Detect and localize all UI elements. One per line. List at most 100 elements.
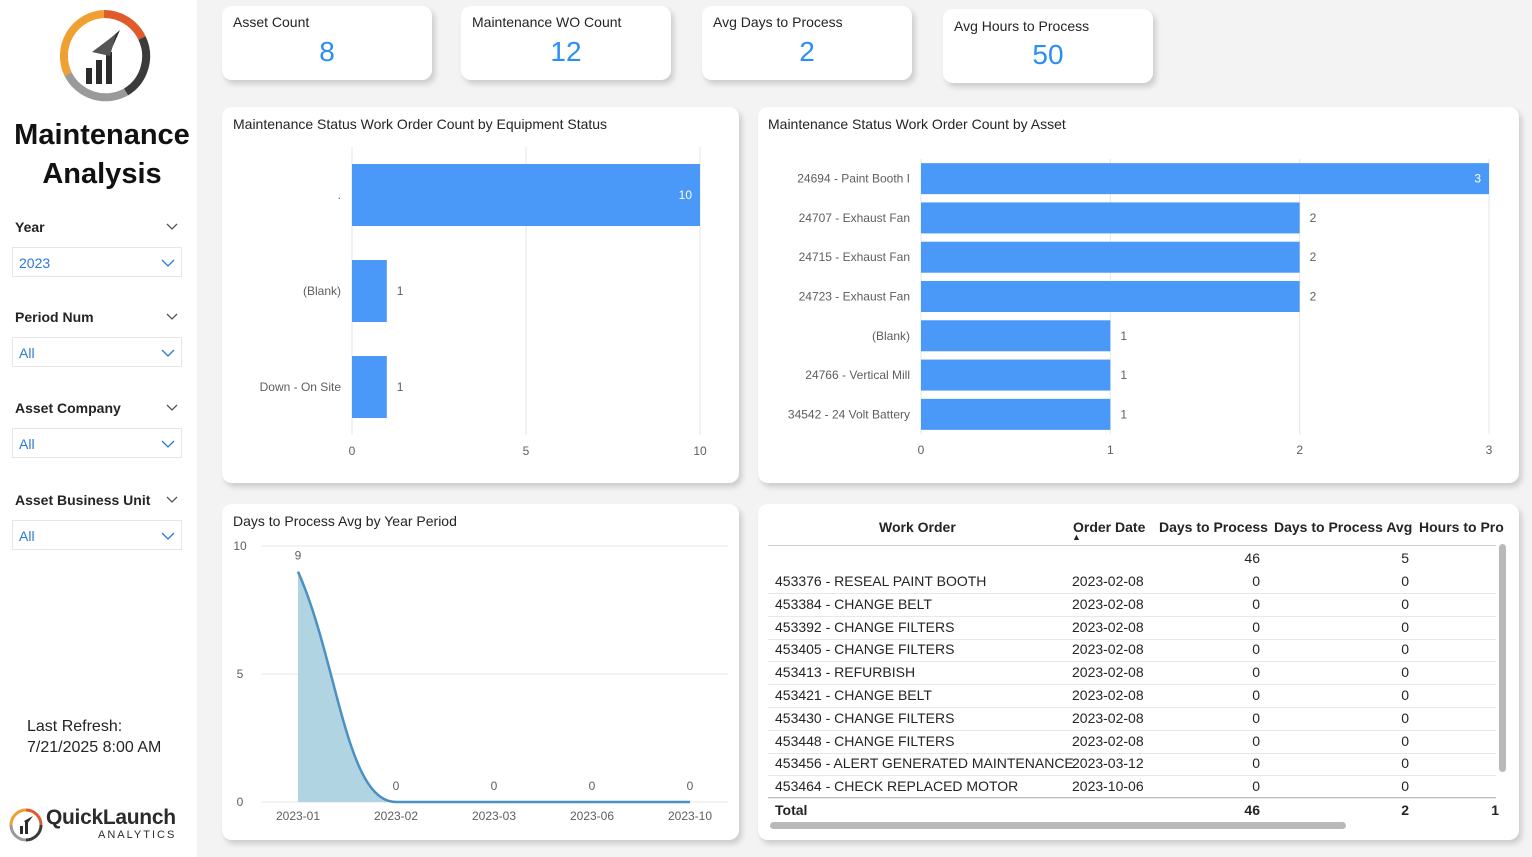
header-days-to-process[interactable]: Days to Process xyxy=(1159,519,1268,535)
table-row[interactable]: 453430 - CHANGE FILTERS 2023-02-08 0 0 xyxy=(758,709,1519,731)
chart-title: Maintenance Status Work Order Count by E… xyxy=(233,116,608,132)
cell-order-date: 2023-02-08 xyxy=(1072,595,1144,612)
filter-period-value: All xyxy=(19,345,35,361)
row-divider xyxy=(768,661,1496,663)
chart-equipment-status-plot: 0 5 10. 10 (Blank) 1 Down - On Site 1 xyxy=(260,147,707,458)
filter-asset-business-unit-label: Asset Business Unit xyxy=(15,492,151,508)
cell-work-order: 453376 - RESEAL PAINT BOOTH xyxy=(775,573,987,589)
kpi-avg-hours: Avg Hours to Process 50 xyxy=(943,9,1153,83)
x-tick-label: 3 xyxy=(1486,443,1493,457)
cell-work-order: 453430 - CHANGE FILTERS xyxy=(775,709,955,726)
cell-days-avg: 0 xyxy=(1401,732,1409,749)
header-hours-to-process[interactable]: Hours to Pro xyxy=(1419,519,1504,535)
chart-title: Days to Process Avg by Year Period xyxy=(233,513,457,529)
kpi-label: Avg Days to Process xyxy=(713,14,843,30)
total-hours: 1 xyxy=(1491,802,1499,818)
chevron-down-icon xyxy=(161,532,175,540)
cell-work-order: 453384 - CHANGE BELT xyxy=(775,595,932,612)
category-label: 24723 - Exhaust Fan xyxy=(799,290,910,304)
cell-days: 0 xyxy=(1252,664,1260,681)
x-tick-label: 2023-03 xyxy=(472,809,516,823)
kpi-value: 12 xyxy=(550,36,582,67)
kpi-label: Maintenance WO Count xyxy=(472,14,622,30)
cell-work-order: 453464 - CHECK REPLACED MOTOR xyxy=(775,778,1019,795)
bar xyxy=(352,260,387,322)
cell-days: 0 xyxy=(1252,573,1260,589)
data-label: 3 xyxy=(1474,172,1481,186)
filter-asset-business-unit-dropdown[interactable]: All xyxy=(12,520,182,550)
subtotal-avg: 5 xyxy=(1401,550,1409,566)
cell-order-date: 2023-02-08 xyxy=(1072,618,1144,635)
table-row[interactable]: 453392 - CHANGE FILTERS 2023-02-08 0 0 xyxy=(758,618,1519,640)
data-label: 1 xyxy=(1120,407,1127,421)
table-row[interactable]: 453376 - RESEAL PAINT BOOTH 2023-02-08 0 0 xyxy=(758,572,1519,594)
chevron-down-icon xyxy=(161,440,175,448)
filter-period-dropdown[interactable]: All xyxy=(12,337,182,367)
filter-period-label: Period Num xyxy=(15,309,94,325)
filter-year-value: 2023 xyxy=(19,255,51,271)
category-label: (Blank) xyxy=(303,284,341,298)
header-order-date[interactable]: Order Date xyxy=(1073,519,1146,535)
row-divider xyxy=(768,593,1496,594)
page-title-line1: Maintenance xyxy=(14,119,190,151)
table-row[interactable]: 453448 - CHANGE FILTERS 2023-02-08 0 0 xyxy=(758,732,1519,754)
work-order-table: Work Order Order Date ▲ Days to Process … xyxy=(758,504,1519,840)
cell-order-date: 2023-02-08 xyxy=(1072,573,1144,589)
page-title-line2: Analysis xyxy=(42,158,162,190)
chevron-down-icon[interactable] xyxy=(166,307,178,327)
chevron-down-icon[interactable] xyxy=(166,398,178,418)
horizontal-scrollbar[interactable] xyxy=(770,822,1346,829)
chevron-down-icon[interactable] xyxy=(166,217,178,237)
chart-title: Maintenance Status Work Order Count by A… xyxy=(768,116,1066,132)
header-days-to-process-avg[interactable]: Days to Process Avg xyxy=(1274,519,1413,535)
kpi-label: Asset Count xyxy=(233,14,310,30)
cell-order-date: 2023-10-06 xyxy=(1072,778,1144,795)
category-label: 24766 - Vertical Mill xyxy=(805,368,910,382)
filter-year-dropdown[interactable]: 2023 xyxy=(12,247,182,277)
row-divider xyxy=(768,798,1496,800)
chevron-down-icon xyxy=(161,349,175,357)
total-days: 46 xyxy=(1244,802,1260,818)
cell-days-avg: 0 xyxy=(1401,573,1409,589)
table-row[interactable]: 453405 - CHANGE FILTERS 2023-02-08 0 0 xyxy=(758,640,1519,663)
category-label: 34542 - 24 Volt Battery xyxy=(788,407,910,421)
row-divider xyxy=(768,775,1496,777)
cell-order-date: 2023-02-08 xyxy=(1072,687,1144,703)
filter-asset-company-dropdown[interactable]: All xyxy=(12,428,182,458)
table-row[interactable]: 453421 - CHANGE BELT 2023-02-08 0 0 xyxy=(758,686,1519,708)
chart-days-to-process-plot: 0 5 10 9 2023-01 0 2023-02 0 2023-03 0 2023-06 0 202… xyxy=(233,539,728,823)
category-label: (Blank) xyxy=(872,329,910,343)
chevron-down-icon xyxy=(161,259,175,267)
table-row[interactable]: 453456 - ALERT GENERATED MAINTENANCE 2023… xyxy=(758,754,1519,777)
cell-days: 0 xyxy=(1252,641,1260,658)
filter-asset-company-value: All xyxy=(19,436,35,452)
category-label: Down - On Site xyxy=(260,380,342,394)
filter-asset-company-label: Asset Company xyxy=(15,400,121,416)
row-divider xyxy=(768,638,1496,640)
header-work-order[interactable]: Work Order xyxy=(879,519,956,535)
filter-period: Period Num All xyxy=(12,307,182,367)
quicklaunch-logo-icon xyxy=(9,808,43,842)
rocket-logo-icon xyxy=(59,9,151,102)
cell-days: 0 xyxy=(1252,595,1260,612)
chart-asset: Maintenance Status Work Order Count by A… xyxy=(758,107,1519,483)
bar xyxy=(921,163,1489,195)
cell-work-order: 453413 - REFURBISH xyxy=(775,664,916,681)
chart-asset-plot: 0 1 2 3 24694 - Paint Booth I 3 24707 - Exhaus… xyxy=(788,159,1493,457)
kpi-wo-count: Maintenance WO Count 12 xyxy=(461,6,671,80)
data-label: 1 xyxy=(397,284,404,298)
table-row[interactable]: 453384 - CHANGE BELT 2023-02-08 0 0 xyxy=(758,595,1519,617)
data-label: 1 xyxy=(397,380,404,394)
bar xyxy=(352,356,387,418)
table-row[interactable]: 453464 - CHECK REPLACED MOTOR 2023-10-06 0… xyxy=(758,777,1519,800)
x-tick-label: 0 xyxy=(349,444,356,458)
sort-ascending-icon: ▲ xyxy=(1072,532,1081,542)
cell-order-date: 2023-02-08 xyxy=(1072,732,1144,749)
cell-days: 0 xyxy=(1252,755,1260,772)
table-row[interactable]: 453413 - REFURBISH 2023-02-08 0 0 xyxy=(758,663,1519,686)
chevron-down-icon[interactable] xyxy=(166,490,178,510)
vertical-scrollbar[interactable] xyxy=(1499,544,1506,772)
brand-sub: ANALYTICS xyxy=(98,829,177,841)
page-title: Maintenance Analysis xyxy=(0,116,204,194)
x-tick-label: 2023-01 xyxy=(276,809,320,823)
